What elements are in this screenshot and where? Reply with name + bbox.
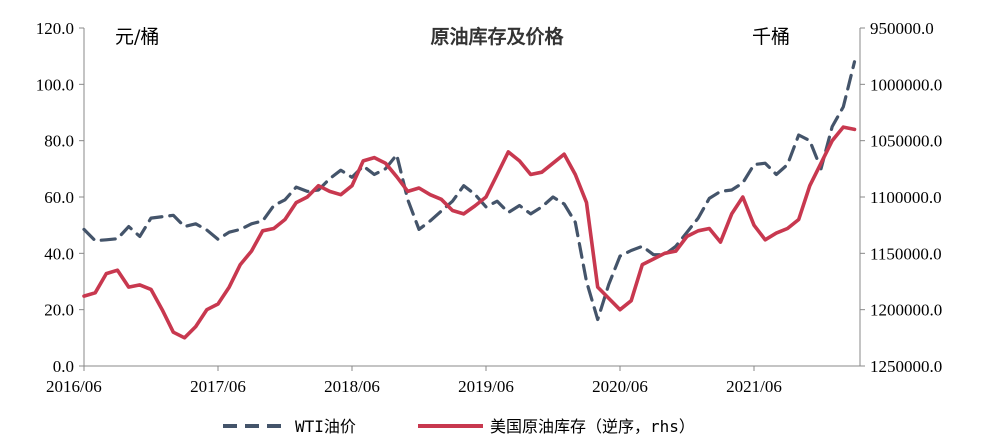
x-tick-label: 2020/06 [592, 377, 648, 396]
left-tick-label: 40.0 [44, 244, 74, 263]
right-tick-label: 1200000.0 [870, 301, 942, 320]
legend-label-wti: WTI油价 [295, 417, 356, 436]
left-tick-label: 80.0 [44, 132, 74, 151]
right-axis-unit: 千桶 [752, 26, 790, 48]
x-tick-label: 2018/06 [324, 377, 380, 396]
chart-title: 原油库存及价格 [430, 25, 564, 48]
series-line-wti [82, 60, 857, 322]
left-tick-label: 60.0 [44, 188, 74, 207]
right-tick-label: 1250000.0 [870, 357, 942, 376]
legend-label-inventory: 美国原油库存（逆序，rhs） [490, 417, 695, 436]
x-tick-label: 2021/06 [726, 377, 782, 396]
x-tick-label: 2017/06 [190, 377, 246, 396]
left-tick-label: 20.0 [44, 301, 74, 320]
right-tick-label: 1050000.0 [870, 132, 942, 151]
right-tick-label: 1150000.0 [870, 244, 942, 263]
right-tick-label: 1100000.0 [870, 188, 942, 207]
series-layer [82, 60, 857, 340]
left-tick-label: 0.0 [53, 357, 74, 376]
left-tick-label: 120.0 [36, 19, 74, 38]
left-tick-label: 100.0 [36, 75, 74, 94]
x-tick-label: 2016/06 [46, 377, 102, 396]
tick-labels: 0.0 20.0 40.0 60.0 80.0 100.0 120.0 950000.0 100… [36, 19, 943, 396]
x-tick-label: 2019/06 [458, 377, 514, 396]
axes [79, 27, 865, 371]
right-tick-label: 950000.0 [870, 19, 934, 38]
right-tick-label: 1000000.0 [870, 75, 942, 94]
legend: WTI油价 美国原油库存（逆序，rhs） [223, 417, 695, 436]
series-line-inventory [82, 125, 857, 340]
left-axis-unit: 元/桶 [115, 26, 159, 48]
